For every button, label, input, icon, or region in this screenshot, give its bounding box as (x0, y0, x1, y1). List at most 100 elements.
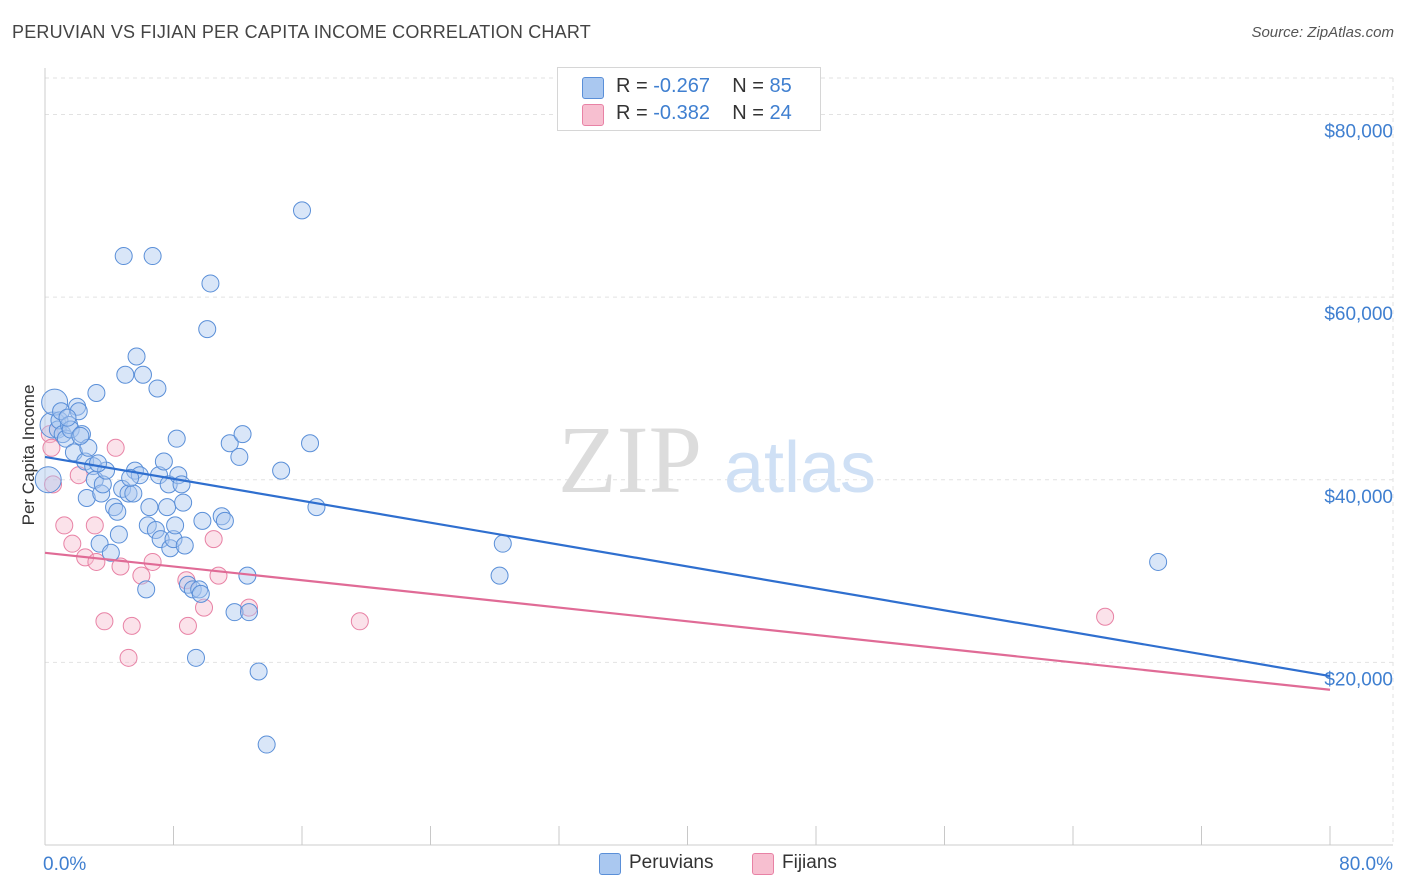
peruvians-points (34, 201, 1168, 754)
peruvian-point-75 (301, 434, 320, 453)
peruvian-point-70 (239, 603, 258, 622)
peruvian-point-79 (1149, 552, 1168, 571)
watermark-zip: ZIP (558, 406, 702, 513)
trend-lines (44, 455, 1331, 691)
peruvian-point-2 (41, 388, 69, 416)
peruvian-point-26 (108, 502, 127, 521)
peruvian-point-32 (124, 484, 143, 503)
peruvian-point-60 (193, 511, 212, 530)
peruvian-point-83 (121, 468, 140, 487)
peruvian-point-31 (119, 484, 138, 503)
x-tick-label-0: 0.0% (43, 854, 86, 875)
fijians-legend-swatch (752, 853, 774, 875)
peruvian-point-68 (233, 425, 252, 444)
peruvian-point-81 (71, 426, 90, 445)
peruvian-point-19 (87, 384, 106, 403)
peruvian-point-54 (174, 493, 193, 512)
y-tick-label-3: $80,000 (1324, 122, 1393, 143)
peruvian-point-21 (92, 484, 111, 503)
peruvians-r-value: -0.267 (653, 75, 710, 97)
peruvian-point-37 (137, 580, 156, 599)
fijian-point-1 (42, 438, 61, 457)
peruvian-point-67 (230, 447, 249, 466)
source-label: Source: ZipAtlas.com (1251, 24, 1394, 41)
fijian-point-14 (132, 566, 151, 585)
peruvian-point-50 (166, 516, 185, 535)
peruvians-swatch (582, 77, 604, 99)
fijian-point-17 (178, 616, 197, 635)
peruvian-point-77 (490, 566, 509, 585)
fijians-n-label: N = (732, 102, 764, 124)
peruvian-point-15 (77, 489, 96, 508)
peruvian-point-57 (186, 648, 205, 667)
peruvian-point-36 (133, 365, 152, 384)
peruvian-point-73 (272, 461, 291, 480)
correlation-legend: R = -0.267 N = 85 R = -0.382 N = 24 (557, 67, 821, 131)
fijian-trend-line (44, 551, 1331, 691)
fijians-legend-label: Fijians (782, 852, 837, 873)
peruvian-point-78 (493, 534, 512, 553)
peruvian-point-45 (154, 452, 173, 471)
peruvian-point-66 (225, 603, 244, 622)
peruvians-n-label: N = (732, 75, 764, 97)
watermark-atlas: atlas (724, 428, 876, 508)
fijians-n-value: 24 (769, 102, 792, 124)
fijian-point-13 (122, 616, 141, 635)
fijian-point-15 (143, 552, 162, 571)
peruvians-legend-swatch (599, 853, 621, 875)
fijians-swatch (582, 104, 604, 126)
peruvian-point-46 (158, 498, 177, 517)
x-tick-label-1: 80.0% (1339, 854, 1393, 875)
peruvian-point-9 (61, 420, 80, 439)
peruvian-point-65 (220, 434, 239, 453)
fijian-point-3 (55, 516, 74, 535)
y-tick-label-0: $20,000 (1324, 669, 1393, 690)
y-tick-labels: $20,000 $40,000 $60,000 $80,000 (1324, 122, 1393, 691)
fijian-point-12 (119, 648, 138, 667)
peruvian-point-72 (257, 735, 276, 754)
peruvian-trend-line (44, 455, 1331, 678)
x-tick-labels: 0.0% 80.0% (43, 854, 1393, 875)
peruvian-point-71 (249, 662, 268, 681)
peruvian-point-49 (164, 530, 183, 549)
peruvian-point-59 (191, 584, 210, 603)
peruvian-point-30 (116, 365, 135, 384)
peruvian-point-42 (148, 379, 167, 398)
peruvian-point-51 (167, 429, 186, 448)
peruvian-point-62 (201, 274, 220, 293)
peruvian-point-82 (89, 454, 108, 473)
y-tick-label-2: $60,000 (1324, 304, 1393, 325)
peruvian-point-41 (146, 520, 165, 539)
peruvian-point-0 (34, 466, 62, 494)
peruvian-point-44 (151, 530, 170, 549)
fijians-r-label: R = (616, 102, 648, 124)
peruvian-point-74 (293, 201, 311, 220)
fijian-point-8 (87, 552, 106, 571)
peruvians-r-label: R = (616, 75, 648, 97)
fijian-point-10 (106, 438, 125, 457)
peruvians-legend-label: Peruvians (629, 852, 714, 873)
y-tick-label-1: $40,000 (1324, 487, 1393, 508)
fijian-point-21 (239, 598, 258, 617)
axes (44, 68, 1393, 846)
peruvian-point-27 (109, 525, 128, 544)
fijian-point-19 (204, 530, 223, 549)
peruvians-n-value: 85 (769, 75, 792, 97)
chart-title: PERUVIAN VS FIJIAN PER CAPITA INCOME COR… (12, 22, 591, 42)
fijian-point-22 (350, 612, 369, 631)
peruvian-point-39 (140, 498, 159, 517)
fijian-point-7 (85, 516, 104, 535)
peruvian-point-12 (69, 402, 88, 421)
peruvian-point-29 (114, 247, 133, 266)
peruvian-point-34 (127, 347, 146, 366)
fijian-point-23 (1096, 607, 1115, 626)
grid (45, 77, 1394, 845)
peruvian-point-47 (159, 475, 178, 494)
fijian-point-9 (95, 612, 114, 631)
peruvian-point-22 (93, 475, 112, 494)
peruvian-point-40 (143, 247, 162, 266)
fijians-r-value: -0.382 (653, 102, 710, 124)
peruvian-point-80 (58, 408, 77, 427)
watermark: ZIP atlas (558, 406, 876, 513)
